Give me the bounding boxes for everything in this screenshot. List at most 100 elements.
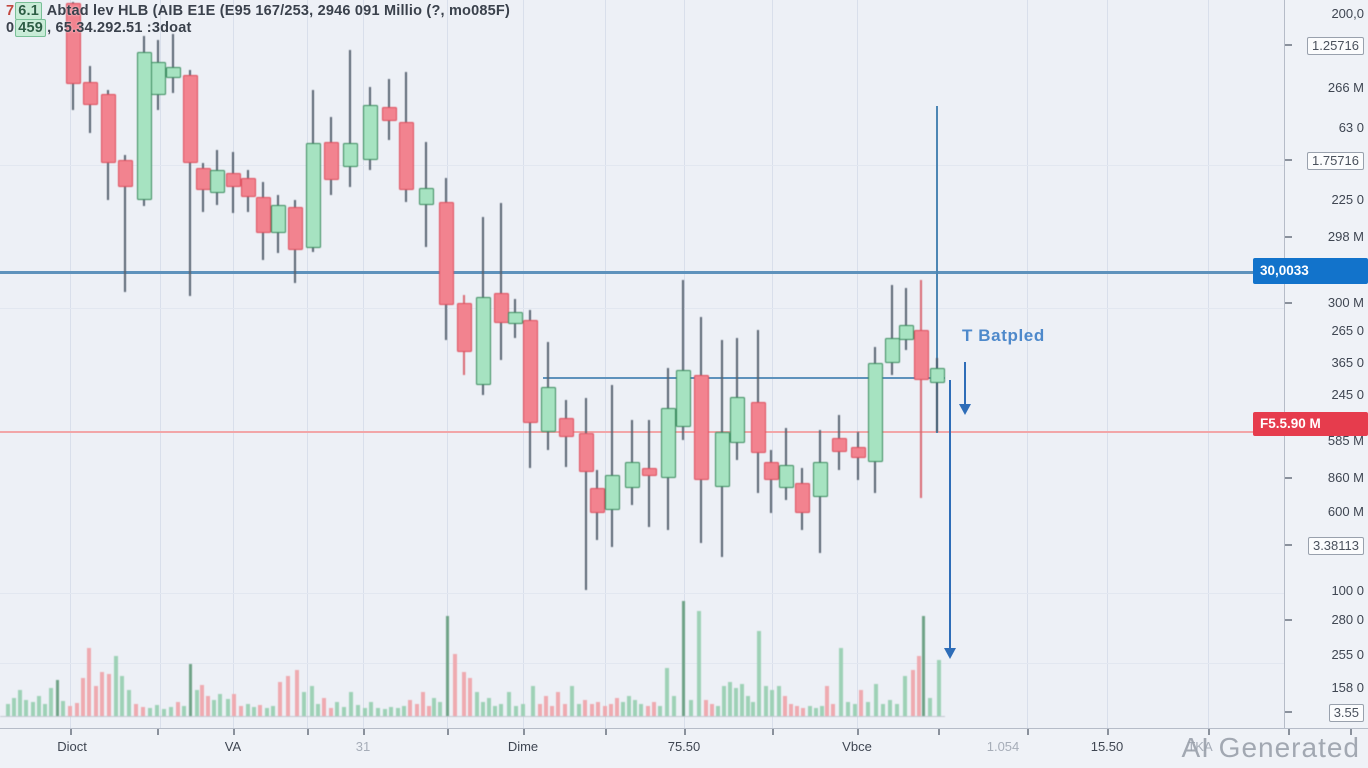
time-axis-tick (1350, 729, 1352, 735)
candle-body (729, 397, 745, 443)
volume-bar (226, 699, 230, 716)
time-axis-tick (157, 729, 159, 735)
price-axis[interactable]: 200,0 1.25716 266 M 63 0 1.75716 225 0 298 M 30… (1284, 0, 1368, 728)
candle-body (812, 462, 828, 497)
candle-body (850, 447, 866, 458)
price-axis-label: 245 0 (1331, 387, 1364, 402)
time-axis-label: 1.054 (986, 739, 1020, 754)
candle-body (884, 338, 900, 363)
volume-bar (316, 704, 320, 716)
volume-bar (583, 700, 587, 716)
price-axis-label: 100 0 (1331, 583, 1364, 598)
ohlc-prefix: 0 (6, 20, 15, 36)
candle-body (82, 82, 98, 105)
down-arrow-shaft[interactable] (963, 362, 967, 404)
price-axis-tick (1285, 619, 1292, 621)
volume-bar (911, 670, 915, 716)
candle-body (493, 293, 509, 323)
candle-body (558, 418, 574, 437)
volume-bar (295, 670, 299, 716)
volume-bar (56, 680, 59, 716)
volume-bar (162, 709, 166, 716)
time-axis-tick (447, 729, 449, 735)
time-axis-tick (1027, 729, 1029, 735)
candle-body (182, 75, 198, 163)
candle-body (913, 330, 929, 380)
volume-bar (895, 704, 899, 716)
time-axis[interactable]: Dioct VA 31 Dime 75.50 Vbce 1.054 15.50 TKA (0, 728, 1368, 768)
volume-bar (814, 708, 818, 716)
volume-bar (396, 708, 400, 716)
candle-body (240, 178, 256, 197)
volume-bar (37, 696, 41, 716)
volume-bar (127, 690, 131, 716)
volume-bar (427, 706, 431, 716)
volume-bar (550, 706, 554, 716)
candle-body (225, 173, 241, 187)
candle-body (763, 462, 779, 480)
candle-body (929, 368, 945, 383)
volume-bar (182, 706, 186, 716)
volume-bar (881, 704, 885, 716)
vertical-line[interactable] (935, 106, 939, 433)
price-axis-label: 600 M (1327, 504, 1364, 519)
time-axis-tick (233, 729, 235, 735)
candle-wick (920, 280, 922, 498)
candle-body (641, 468, 657, 476)
volume-bar (770, 690, 774, 716)
gridline-horizontal (0, 165, 1284, 166)
volume-bar (888, 700, 892, 716)
volume-bar (421, 692, 425, 716)
price-axis-tick (1285, 711, 1292, 713)
volume-bar (704, 700, 708, 716)
gridline-vertical (772, 0, 773, 728)
candle-wick (585, 398, 587, 590)
price-axis-label: 225 0 (1331, 192, 1364, 207)
volume-bar (212, 700, 216, 716)
candle-body (438, 202, 454, 305)
price-axis-label: 1.75716 (1307, 152, 1364, 170)
candle-body (589, 488, 605, 513)
volume-bar (740, 684, 744, 716)
horizontal-level-line[interactable] (0, 271, 1284, 274)
down-arrow-shaft[interactable] (948, 380, 952, 648)
drawing-text-label[interactable]: T Batpled (962, 326, 1045, 345)
volume-bar (322, 698, 326, 716)
volume-bar (734, 688, 738, 716)
volume-bar (278, 682, 282, 716)
time-axis-tick (1288, 729, 1290, 735)
price-axis-tick (1285, 236, 1292, 238)
horizontal-segment-line[interactable] (543, 377, 945, 379)
volume-bar (556, 692, 560, 716)
volume-bar (189, 664, 192, 716)
time-axis-label: 15.50 (1090, 739, 1124, 754)
candle-body (418, 188, 434, 205)
volume-bar (100, 672, 104, 716)
volume-bar (615, 698, 619, 716)
candle-body (540, 387, 556, 432)
time-axis-tick (307, 729, 309, 735)
candle-wick (891, 285, 893, 375)
last-price-line (0, 431, 1284, 433)
volume-bar (697, 611, 701, 716)
candle-wick (500, 203, 502, 360)
price-axis-label: 860 M (1327, 470, 1364, 485)
candle-body (675, 370, 691, 427)
volume-bar (376, 708, 380, 716)
volume-bar (493, 706, 497, 716)
price-axis-label: 585 M (1327, 433, 1364, 448)
volume-bar (937, 660, 941, 716)
price-axis-tick (1285, 477, 1292, 479)
price-axis-tick (1285, 159, 1292, 161)
gridline-vertical (857, 0, 858, 728)
time-axis-tick (772, 729, 774, 735)
time-axis-tick (1208, 729, 1210, 735)
volume-bar (94, 686, 98, 716)
volume-bar (646, 706, 650, 716)
volume-bar (408, 700, 412, 716)
symbol-header[interactable]: 7 6.1 Abtad lev HLB (AIB E1E (E95 167/253… (6, 2, 510, 37)
candle-body (65, 3, 81, 84)
gridline-vertical (363, 0, 364, 728)
volume-bar (859, 690, 863, 716)
chart-plot-area[interactable]: 7 6.1 Abtad lev HLB (AIB E1E (E95 167/253… (0, 0, 1284, 728)
